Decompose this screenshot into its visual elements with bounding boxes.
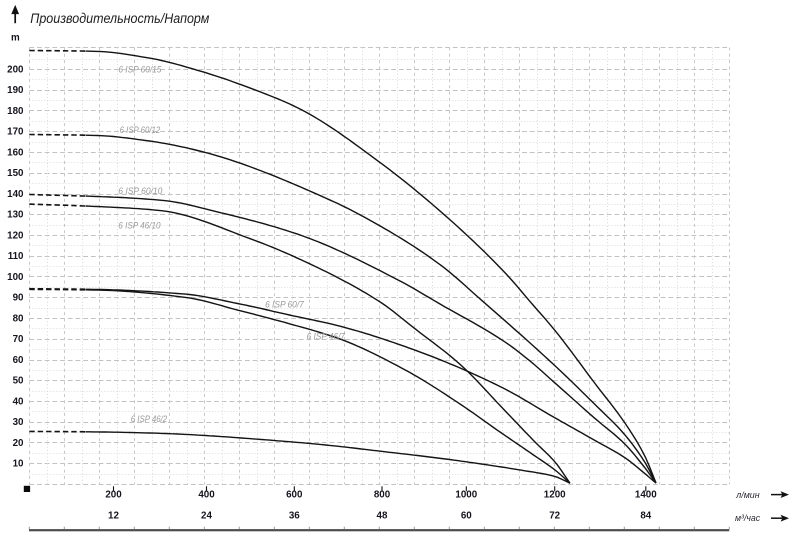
svg-text:6 ISP 46/2: 6 ISP 46/2: [131, 414, 168, 424]
svg-text:130: 130: [7, 210, 24, 221]
svg-text:190: 190: [7, 85, 24, 96]
svg-text:180: 180: [7, 106, 24, 117]
svg-text:m: m: [11, 33, 20, 44]
svg-text:400: 400: [198, 490, 215, 501]
svg-text:1000: 1000: [455, 490, 477, 501]
svg-text:12: 12: [108, 510, 119, 521]
svg-text:200: 200: [7, 64, 24, 75]
svg-text:200: 200: [105, 490, 122, 501]
svg-text:1200: 1200: [544, 490, 566, 501]
svg-text:90: 90: [13, 293, 24, 304]
svg-text:6 ISP 60/7: 6 ISP 60/7: [265, 300, 304, 310]
svg-text:50: 50: [13, 376, 24, 387]
svg-text:м³/час: м³/час: [735, 513, 760, 524]
svg-text:60: 60: [461, 510, 472, 521]
svg-text:120: 120: [7, 230, 24, 241]
svg-text:800: 800: [374, 490, 391, 501]
svg-text:70: 70: [13, 334, 24, 345]
svg-text:6 ISP 60/15: 6 ISP 60/15: [118, 64, 162, 74]
svg-text:20: 20: [13, 438, 24, 449]
svg-text:170: 170: [7, 127, 24, 138]
svg-text:60: 60: [13, 355, 24, 366]
svg-text:6 ISP 60/12: 6 ISP 60/12: [120, 125, 161, 135]
svg-text:10: 10: [13, 459, 24, 470]
svg-text:1400: 1400: [635, 490, 657, 501]
svg-text:6 ISP 46/7: 6 ISP 46/7: [307, 331, 346, 341]
svg-text:84: 84: [640, 510, 651, 521]
svg-text:36: 36: [289, 510, 300, 521]
svg-text:30: 30: [13, 417, 24, 428]
svg-text:600: 600: [286, 490, 303, 501]
svg-text:6 ISP 46/10: 6 ISP 46/10: [118, 221, 161, 231]
svg-text:100: 100: [7, 272, 24, 283]
svg-text:40: 40: [13, 396, 24, 407]
svg-text:72: 72: [549, 510, 560, 521]
svg-text:80: 80: [13, 313, 24, 324]
svg-text:48: 48: [377, 510, 388, 521]
svg-text:Производительность/Напорм: Производительность/Напорм: [30, 11, 209, 26]
svg-text:6 ISP 60/10: 6 ISP 60/10: [118, 186, 163, 196]
svg-text:150: 150: [7, 168, 24, 179]
svg-text:110: 110: [8, 251, 24, 262]
svg-text:140: 140: [7, 189, 24, 200]
svg-text:24: 24: [201, 510, 212, 521]
svg-text:160: 160: [7, 147, 24, 158]
svg-text:л/мин: л/мин: [735, 490, 760, 501]
